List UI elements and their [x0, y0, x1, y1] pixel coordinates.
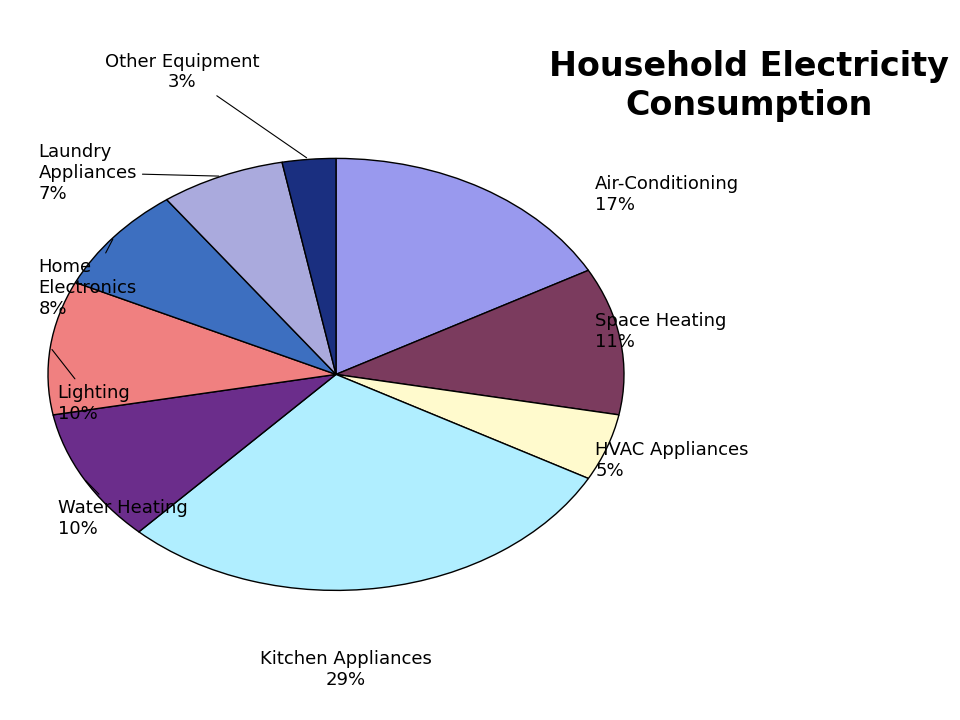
Wedge shape	[282, 158, 336, 374]
Text: Kitchen Appliances
29%: Kitchen Appliances 29%	[259, 650, 432, 689]
Text: Lighting
10%: Lighting 10%	[52, 349, 131, 423]
Wedge shape	[53, 374, 336, 532]
Text: Space Heating
11%: Space Heating 11%	[595, 312, 727, 351]
Text: Laundry
Appliances
7%: Laundry Appliances 7%	[38, 143, 219, 202]
Text: Air-Conditioning
17%: Air-Conditioning 17%	[595, 175, 739, 214]
Text: Water Heating
10%: Water Heating 10%	[58, 480, 187, 538]
Text: Household Electricity
Consumption: Household Electricity Consumption	[549, 50, 948, 122]
Text: HVAC Appliances
5%: HVAC Appliances 5%	[595, 441, 749, 480]
Wedge shape	[336, 270, 624, 415]
Wedge shape	[76, 199, 336, 374]
Text: Home
Electronics
8%: Home Electronics 8%	[38, 239, 136, 318]
Wedge shape	[139, 374, 588, 590]
Wedge shape	[167, 162, 336, 374]
Wedge shape	[48, 282, 336, 415]
Text: Other Equipment
3%: Other Equipment 3%	[106, 53, 306, 158]
Wedge shape	[336, 158, 588, 374]
Wedge shape	[336, 374, 619, 479]
